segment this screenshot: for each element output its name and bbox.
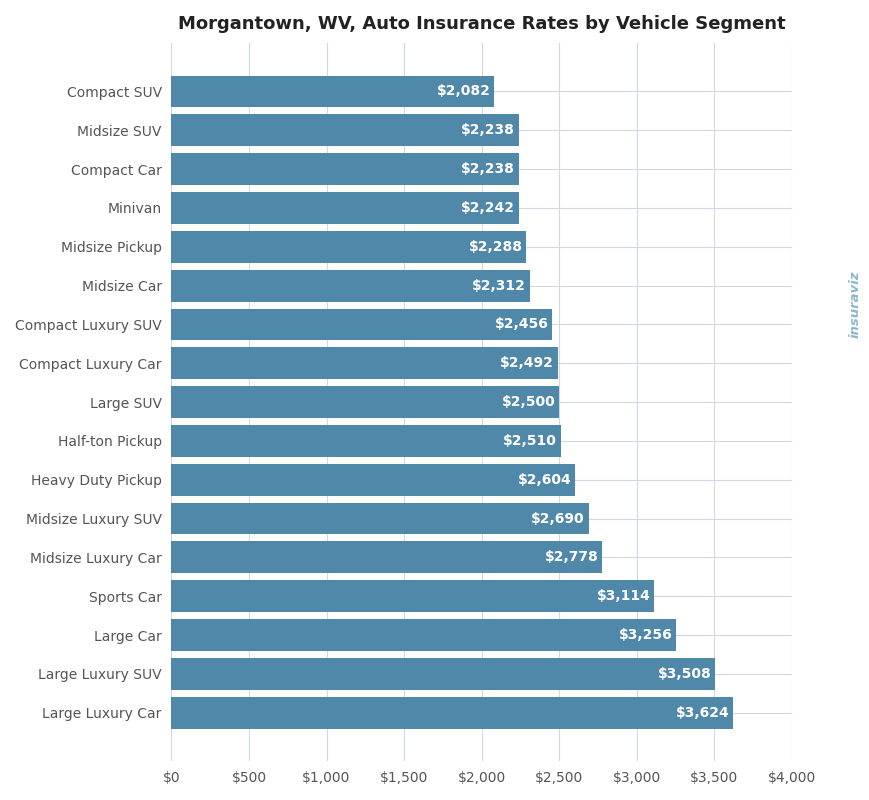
Text: $3,256: $3,256	[618, 628, 672, 642]
Bar	[171, 270, 529, 302]
Bar	[171, 619, 675, 651]
Bar	[171, 542, 601, 574]
Text: $3,508: $3,508	[657, 667, 711, 681]
Text: $3,624: $3,624	[675, 706, 729, 720]
Text: $2,604: $2,604	[517, 473, 571, 486]
Text: $2,456: $2,456	[494, 318, 547, 331]
Text: $2,238: $2,238	[461, 162, 514, 176]
Text: $2,500: $2,500	[501, 395, 554, 409]
Bar	[171, 464, 574, 496]
Text: $2,690: $2,690	[530, 511, 584, 526]
Text: $2,510: $2,510	[502, 434, 556, 448]
Bar	[171, 153, 518, 185]
Text: $2,238: $2,238	[461, 123, 514, 138]
Text: insuraviz: insuraviz	[848, 270, 860, 338]
Bar	[171, 192, 519, 224]
Bar	[171, 75, 494, 107]
Bar	[171, 347, 557, 379]
Text: $2,492: $2,492	[500, 356, 554, 370]
Bar	[171, 658, 714, 690]
Bar	[171, 697, 733, 729]
Bar	[171, 231, 526, 262]
Text: $2,312: $2,312	[472, 278, 526, 293]
Text: $2,082: $2,082	[436, 85, 490, 98]
Bar	[171, 114, 518, 146]
Text: $2,778: $2,778	[544, 550, 598, 564]
Bar	[171, 580, 653, 612]
Text: $3,114: $3,114	[596, 590, 650, 603]
Text: $2,242: $2,242	[461, 201, 514, 215]
Bar	[171, 386, 559, 418]
Text: $2,288: $2,288	[468, 240, 521, 254]
Bar	[171, 502, 588, 534]
Bar	[171, 425, 560, 457]
Title: Morgantown, WV, Auto Insurance Rates by Vehicle Segment: Morgantown, WV, Auto Insurance Rates by …	[177, 15, 785, 33]
Bar	[171, 309, 552, 340]
